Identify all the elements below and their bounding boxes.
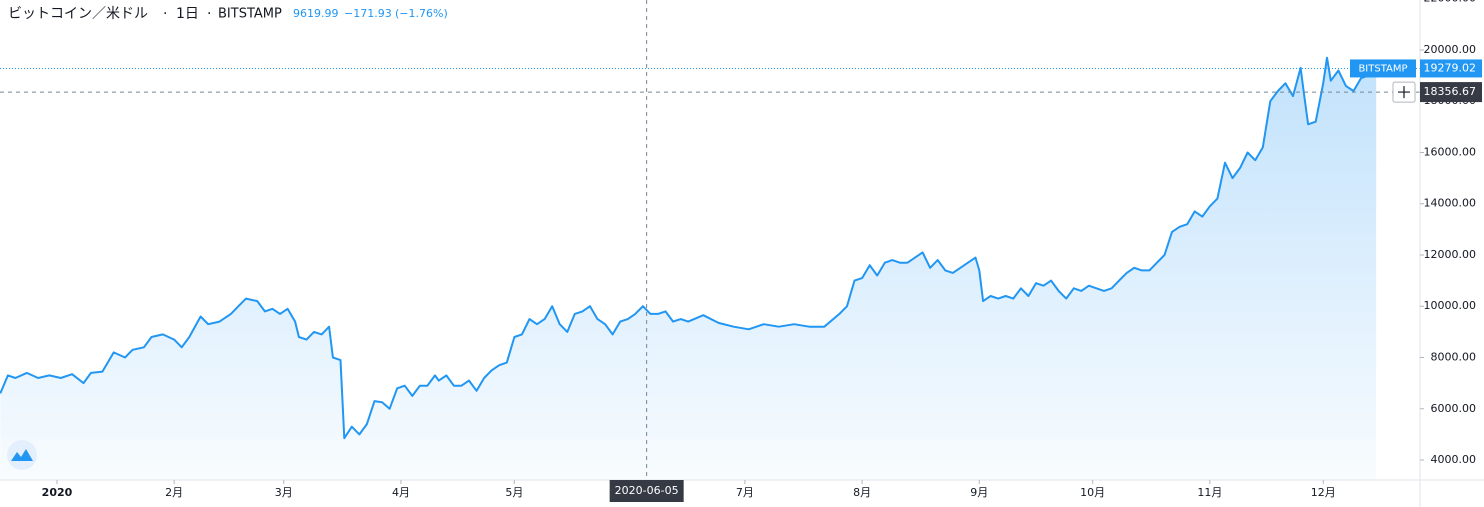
x-tick-label: 8月 xyxy=(853,486,871,499)
exchange: BITSTAMP xyxy=(218,7,282,22)
y-tick-label: 4000.00 xyxy=(1431,453,1477,466)
x-tick-label: 2月 xyxy=(165,486,183,499)
crosshair-plus xyxy=(1398,86,1410,99)
last-price-box xyxy=(1420,59,1482,78)
sep: · xyxy=(163,6,167,22)
x-tick-label: 3月 xyxy=(275,486,293,499)
y-tick-label: 16000.00 xyxy=(1424,145,1477,158)
price-line xyxy=(0,56,1377,440)
crosshair-price-box xyxy=(1420,82,1482,103)
last-price-name-box xyxy=(1350,59,1416,78)
x-tick-label: 2020 xyxy=(42,486,73,499)
last-price-name: BITSTAMP xyxy=(1358,63,1407,74)
area-fill xyxy=(0,57,1377,480)
plot-area xyxy=(0,0,1420,480)
change-percent: (−1.76%) xyxy=(395,7,448,20)
y-tick-label: 22000.00 xyxy=(1424,0,1477,5)
interval: 1日 xyxy=(176,6,199,22)
symbol: ビットコイン／米ドル xyxy=(8,6,148,22)
crosshair-time-label: 2020-06-05 xyxy=(615,484,679,497)
x-tick-label: 4月 xyxy=(392,486,410,499)
y-tick-label: 6000.00 xyxy=(1431,402,1477,415)
last-value: 9619.99 xyxy=(293,7,339,20)
y-tick-label: 14000.00 xyxy=(1424,197,1477,210)
x-tick-label: 12月 xyxy=(1311,486,1336,499)
logo-mark xyxy=(11,449,33,461)
x-tick-label: 10月 xyxy=(1080,486,1105,499)
axes: 4000.00 6000.00 8000.00 10000.00 12000.00 140… xyxy=(42,0,1482,502)
header: ビットコイン／米ドル · 1日 · BITSTAMP 9619.99 −171.… xyxy=(8,6,448,22)
x-tick-label: 7月 xyxy=(736,486,754,499)
y-tick-label: 10000.00 xyxy=(1424,299,1477,312)
x-tick-label: 9月 xyxy=(970,486,988,499)
change: −171.93 xyxy=(344,7,392,20)
crosshair-time-box xyxy=(609,480,684,502)
crosshair-price-label: 18356.67 xyxy=(1424,85,1477,98)
sep: · xyxy=(207,6,211,22)
y-tick-label: 8000.00 xyxy=(1431,351,1477,364)
logo-circle xyxy=(7,440,37,470)
y-tick-label: 12000.00 xyxy=(1424,248,1477,261)
logo xyxy=(7,440,37,470)
x-tick-label: 5月 xyxy=(505,486,523,499)
last-price-label: 19279.02 xyxy=(1424,61,1477,74)
y-tick-label: 20000.00 xyxy=(1424,43,1477,56)
x-tick-label: 11月 xyxy=(1197,486,1222,499)
